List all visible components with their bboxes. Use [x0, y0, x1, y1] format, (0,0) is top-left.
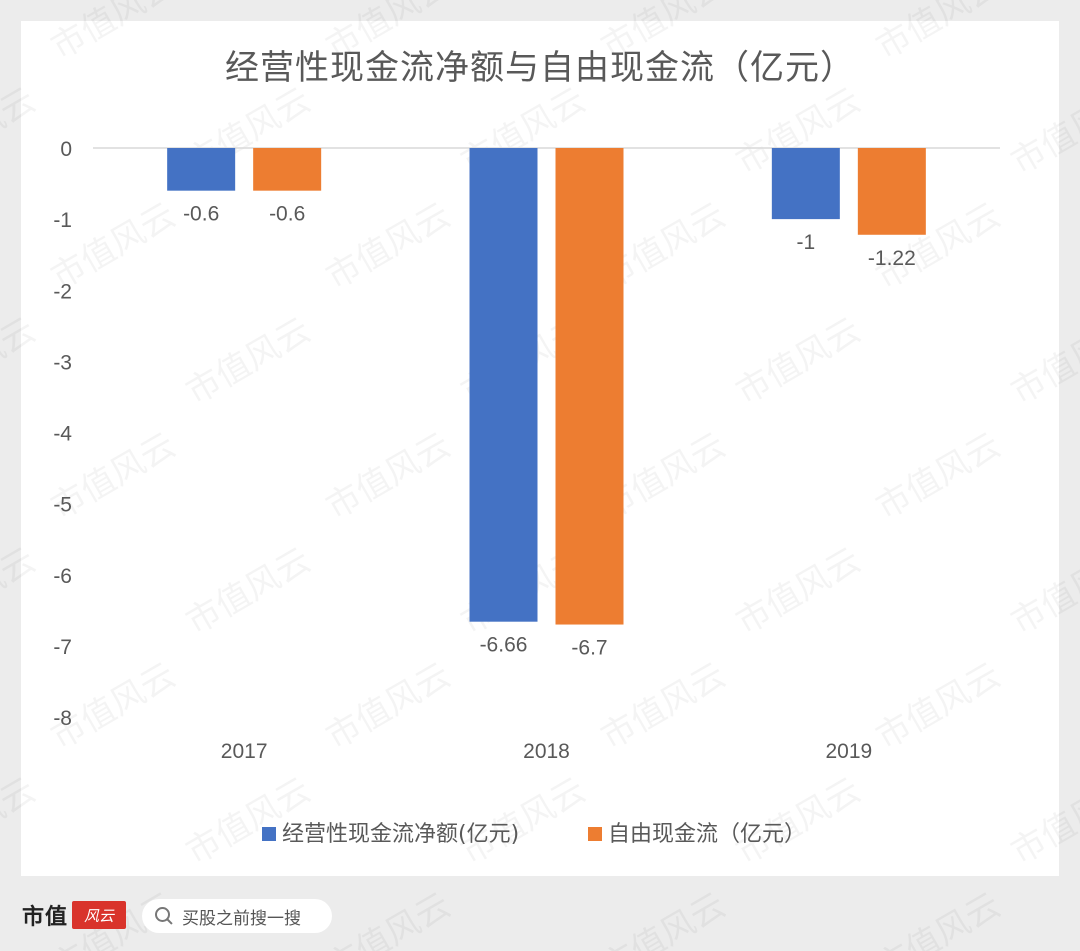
bar-2018-series-2	[555, 148, 624, 625]
watermark-44: 市值风云	[320, 655, 458, 758]
chart-title: 经营性现金流净额与自由现金流（亿元）	[225, 48, 855, 88]
legend-swatch-series-1	[262, 827, 276, 841]
bar-2019-series-2	[857, 148, 926, 235]
watermark-45: 市值风云	[595, 655, 733, 758]
y-tick-label-0: 0	[60, 138, 72, 161]
watermark-46: 市值风云	[870, 655, 1008, 758]
legend-label-series-2: 自由现金流（亿元）	[608, 822, 806, 847]
data-label-2019-series-2: -1.22	[868, 247, 916, 270]
data-label-2019-series-1: -1	[796, 231, 815, 254]
search-box[interactable]: 买股之前搜一搜	[142, 899, 332, 933]
watermark-34: 市值风云	[870, 425, 1008, 528]
search-placeholder: 买股之前搜一搜	[182, 908, 301, 929]
watermark-48: 市值风云	[0, 770, 42, 873]
watermark-7: 市值风云	[45, 0, 183, 68]
watermark-16: 市值风云	[1005, 80, 1080, 183]
watermark-52: 市值风云	[1005, 770, 1080, 873]
watermark-8: 市值风云	[320, 0, 458, 68]
bar-2017-series-2	[253, 148, 322, 191]
watermark-40: 市值风云	[1005, 540, 1080, 643]
data-label-2017-series-1: -0.6	[183, 203, 219, 226]
x-tick-label-2017: 2017	[221, 740, 268, 763]
y-tick-label-2: -2	[53, 280, 72, 303]
search-icon	[154, 906, 174, 926]
y-tick-label-3: -3	[53, 351, 72, 374]
watermark-37: 市值风云	[180, 540, 318, 643]
y-tick-label-4: -4	[53, 423, 72, 446]
bar-2017-series-1	[167, 148, 236, 191]
y-tick-label-7: -7	[53, 636, 72, 659]
footer-bar: 市值 风云 买股之前搜一搜	[0, 882, 1080, 951]
watermark-27: 市值风云	[730, 310, 868, 413]
y-tick-label-6: -6	[53, 565, 72, 588]
watermark-12: 市值风云	[0, 80, 42, 183]
watermark-39: 市值风云	[730, 540, 868, 643]
bar-2019-series-1	[771, 148, 840, 220]
watermark-28: 市值风云	[1005, 310, 1080, 413]
watermark-32: 市值风云	[320, 425, 458, 528]
data-label-2018-series-1: -6.66	[480, 634, 528, 657]
x-tick-label-2019: 2019	[825, 740, 872, 763]
brand-name: 市值	[22, 904, 69, 930]
y-tick-label-5: -5	[53, 494, 72, 517]
brand-seal: 风云	[72, 901, 127, 929]
data-label-2017-series-2: -0.6	[269, 203, 305, 226]
watermark-9: 市值风云	[595, 0, 733, 68]
y-tick-label-1: -1	[53, 209, 72, 232]
watermark-20: 市值风云	[320, 195, 458, 298]
bar-2018-series-1	[469, 148, 538, 622]
x-tick-label-2018: 2018	[523, 740, 570, 763]
watermark-36: 市值风云	[0, 540, 42, 643]
legend-label-series-1: 经营性现金流净额(亿元)	[282, 822, 519, 847]
watermark-25: 市值风云	[180, 310, 318, 413]
brand-logo[interactable]: 市值 风云	[22, 899, 127, 931]
y-tick-label-8: -8	[53, 707, 72, 730]
legend-swatch-series-2	[588, 827, 602, 841]
data-label-2018-series-2: -6.7	[571, 637, 607, 660]
watermark-10: 市值风云	[870, 0, 1008, 68]
watermark-24: 市值风云	[0, 310, 42, 413]
